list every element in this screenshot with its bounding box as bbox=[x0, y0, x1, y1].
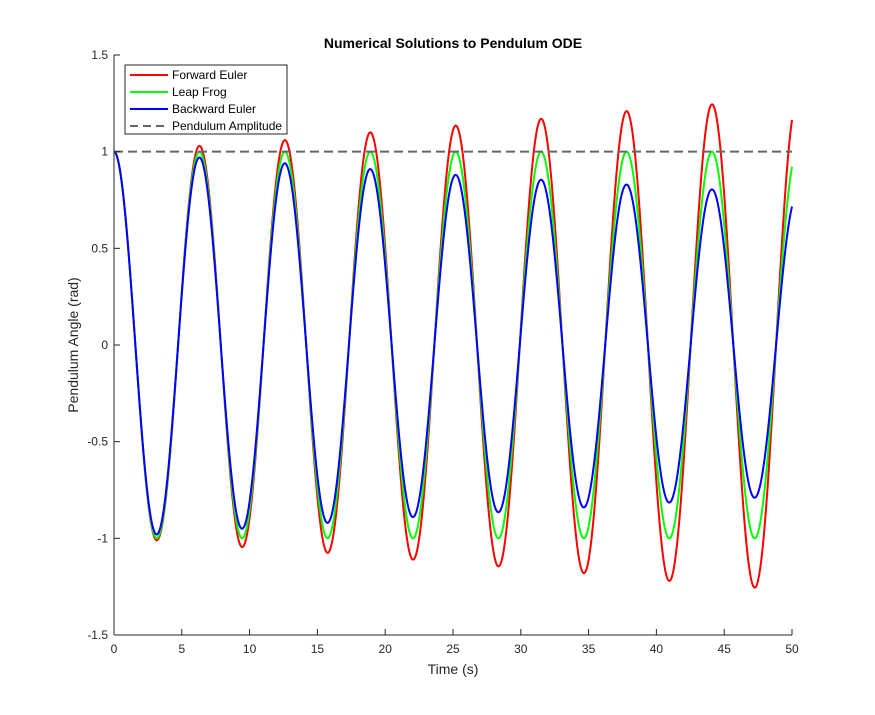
x-axis-label: Time (s) bbox=[428, 661, 479, 677]
legend-label: Leap Frog bbox=[172, 85, 227, 99]
y-ticks: -1.5 -1 -0.5 0 0.5 1 1.5 bbox=[87, 48, 120, 642]
y-tick-label: -0.5 bbox=[87, 435, 108, 449]
series-line-backward-euler bbox=[113, 150, 793, 536]
x-tick-label: 25 bbox=[446, 642, 460, 656]
x-tick-label: 20 bbox=[379, 642, 393, 656]
x-tick-label: 45 bbox=[718, 642, 732, 656]
x-tick-label: 50 bbox=[785, 642, 799, 656]
x-tick-label: 5 bbox=[178, 642, 185, 656]
legend-items: Forward Euler Leap Frog Backward Euler Pend… bbox=[130, 68, 282, 133]
legend-label: Forward Euler bbox=[172, 68, 247, 82]
y-axis-label: Pendulum Angle (rad) bbox=[65, 277, 81, 412]
y-tick-label: 1 bbox=[101, 145, 108, 159]
chart-title: Numerical Solutions to Pendulum ODE bbox=[324, 35, 582, 51]
legend-box bbox=[124, 64, 288, 135]
x-tick-label: 35 bbox=[582, 642, 596, 656]
x-ticks: 0 5 10 15 20 25 30 35 40 45 50 bbox=[111, 629, 799, 656]
x-tick-label: 10 bbox=[243, 642, 257, 656]
series-layer bbox=[113, 103, 793, 589]
legend-label: Backward Euler bbox=[172, 102, 256, 116]
x-tick-label: 0 bbox=[111, 642, 118, 656]
x-tick-label: 40 bbox=[650, 642, 664, 656]
y-tick-label: 1.5 bbox=[91, 48, 108, 62]
x-tick-label: 15 bbox=[311, 642, 325, 656]
y-tick-label: 0 bbox=[101, 338, 108, 352]
legend-label: Pendulum Amplitude bbox=[172, 119, 282, 133]
x-tick-label: 30 bbox=[514, 642, 528, 656]
y-tick-label: -1 bbox=[97, 531, 108, 545]
legend: Forward Euler Leap Frog Backward Euler Pend… bbox=[124, 64, 288, 135]
y-tick-label: 0.5 bbox=[91, 241, 108, 255]
y-tick-label: -1.5 bbox=[87, 628, 108, 642]
